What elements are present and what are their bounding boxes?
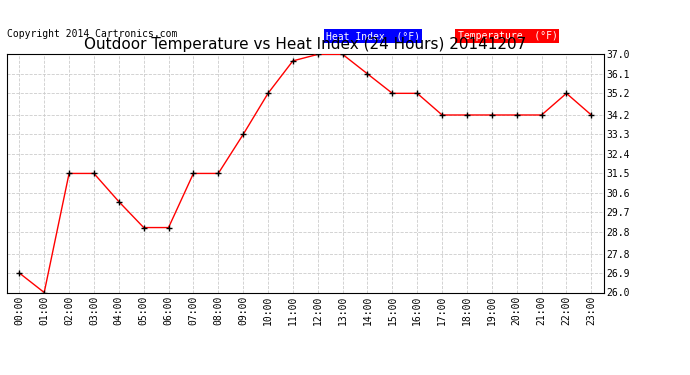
Title: Outdoor Temperature vs Heat Index (24 Hours) 20141207: Outdoor Temperature vs Heat Index (24 Ho… (84, 37, 526, 52)
Text: Heat Index  (°F): Heat Index (°F) (326, 31, 420, 41)
Text: Temperature  (°F): Temperature (°F) (457, 31, 558, 41)
Text: Copyright 2014 Cartronics.com: Copyright 2014 Cartronics.com (7, 29, 177, 39)
